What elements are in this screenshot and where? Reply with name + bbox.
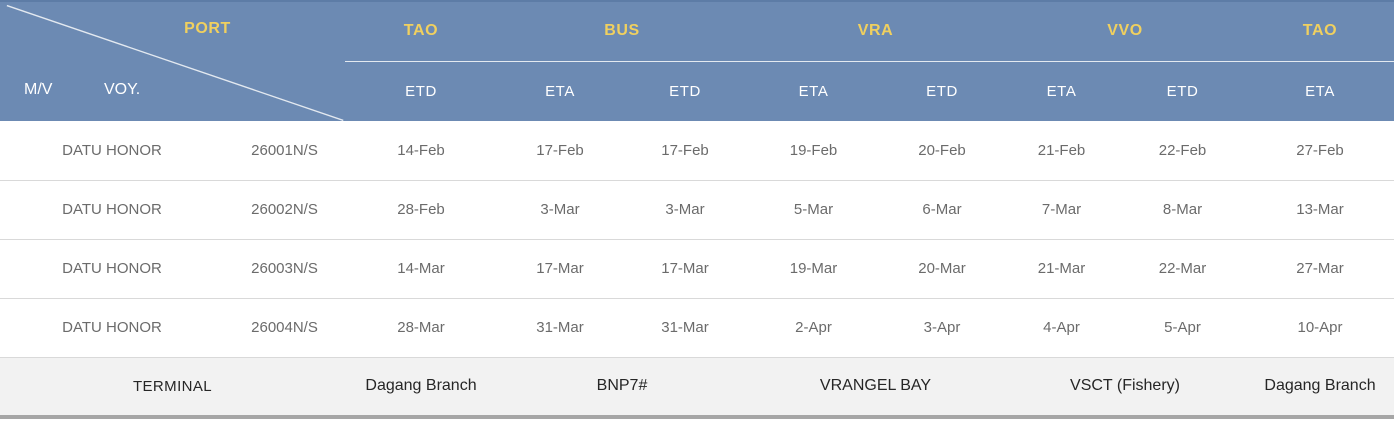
port-header-bus: BUS [497,1,747,62]
terminal-label-cell: TERMINAL [0,356,345,417]
date-cell: 27-Mar [1246,238,1394,298]
port-vessel-corner-cell: PORT M/V VOY. [0,1,345,121]
date-cell: 3-Mar [623,179,747,239]
vessel-cell: DATU HONOR [0,179,224,239]
date-cell: 8-Mar [1119,179,1246,239]
date-cell: 3-Apr [880,297,1004,357]
voyage-cell: 26001N/S [251,141,318,159]
port-header-vvo: VVO [1004,1,1246,62]
schedule-row: DATU HONOR 26002N/S 28-Feb 3-Mar 3-Mar 5… [0,179,1394,239]
vessel-cell: DATU HONOR [0,238,224,298]
terminal-footer: TERMINAL Dagang Branch BNP7# VRANGEL BAY… [0,356,1394,417]
date-cell: 22-Mar [1119,238,1246,298]
date-cell: 28-Feb [345,179,497,239]
table-header: PORT M/V VOY. TAO BUS VRA VVO TAO ETD ET… [0,1,1394,121]
date-cell: 17-Feb [536,141,584,159]
col-header-etd: ETD [345,61,497,121]
date-cell: 5-Apr [1119,297,1246,357]
terminal-cell-bus: BNP7# [497,356,747,417]
schedule-row: DATU HONOR 26004N/S 28-Mar 31-Mar 31-Mar… [0,297,1394,357]
voyage-cell: 26002N/S [224,179,345,239]
date-cell: 17-Feb [661,141,709,159]
date-cell: 27-Feb [1296,141,1344,159]
date-cell: 7-Mar [1004,179,1119,239]
date-cell: 22-Feb [1158,141,1207,159]
date-cell: 28-Mar [345,297,497,357]
schedule-row: DATU HONOR 26001N/S 14-Feb 17-Feb 17-Feb… [0,121,1394,180]
date-cell: 5-Mar [747,179,880,239]
port-header-tao-departure: TAO [345,1,497,62]
vessel-cell: DATU HONOR [62,141,162,159]
terminal-cell-tao-return: Dagang Branch [1246,356,1394,417]
etd-eta-header-row: ETD ETA ETD ETA ETD ETA ETD ETA [0,61,1394,121]
date-cell: 17-Mar [623,238,747,298]
col-header-eta: ETA [497,61,623,121]
schedule-body: DATU HONOR 26001N/S 14-Feb 17-Feb 17-Feb… [0,121,1394,357]
date-cell: 20-Mar [880,238,1004,298]
date-cell: 4-Apr [1004,297,1119,357]
schedule-row: DATU HONOR 26003N/S 14-Mar 17-Mar 17-Mar… [0,238,1394,298]
date-cell: 2-Apr [747,297,880,357]
voyage-cell: 26003N/S [224,238,345,298]
date-cell: 20-Feb [918,141,966,159]
date-cell: 31-Mar [497,297,623,357]
date-cell: 6-Mar [880,179,1004,239]
date-cell: 19-Feb [789,141,838,159]
terminal-cell-vvo: VSCT (Fishery) [1004,356,1246,417]
vessel-cell: DATU HONOR [0,297,224,357]
date-cell: 21-Mar [1004,238,1119,298]
col-header-eta: ETA [747,61,880,121]
port-header-tao-return: TAO [1246,1,1394,62]
date-cell: 31-Mar [623,297,747,357]
terminal-cell-tao-departure: Dagang Branch [345,356,497,417]
terminal-cell-vra: VRANGEL BAY [747,356,1004,417]
port-header-row: PORT M/V VOY. TAO BUS VRA VVO TAO [0,1,1394,121]
corner-mv-label: M/V [24,81,53,98]
date-cell: 21-Feb [1037,141,1086,159]
corner-port-label: PORT [184,20,231,37]
col-header-etd: ETD [1119,61,1246,121]
col-header-etd: ETD [623,61,747,121]
date-cell: 19-Mar [747,238,880,298]
diagonal-divider-line [0,2,345,121]
col-header-eta: ETA [1246,61,1394,121]
corner-voy-label: VOY. [104,81,141,98]
col-header-etd: ETD [880,61,1004,121]
terminal-row: TERMINAL Dagang Branch BNP7# VRANGEL BAY… [0,356,1394,417]
date-cell: 14-Feb [397,141,445,159]
voyage-cell: 26004N/S [224,297,345,357]
port-header-vra: VRA [747,1,1004,62]
date-cell: 3-Mar [497,179,623,239]
date-cell: 14-Mar [345,238,497,298]
date-cell: 13-Mar [1246,179,1394,239]
date-cell: 17-Mar [497,238,623,298]
date-cell: 10-Apr [1246,297,1394,357]
col-header-eta: ETA [1004,61,1119,121]
